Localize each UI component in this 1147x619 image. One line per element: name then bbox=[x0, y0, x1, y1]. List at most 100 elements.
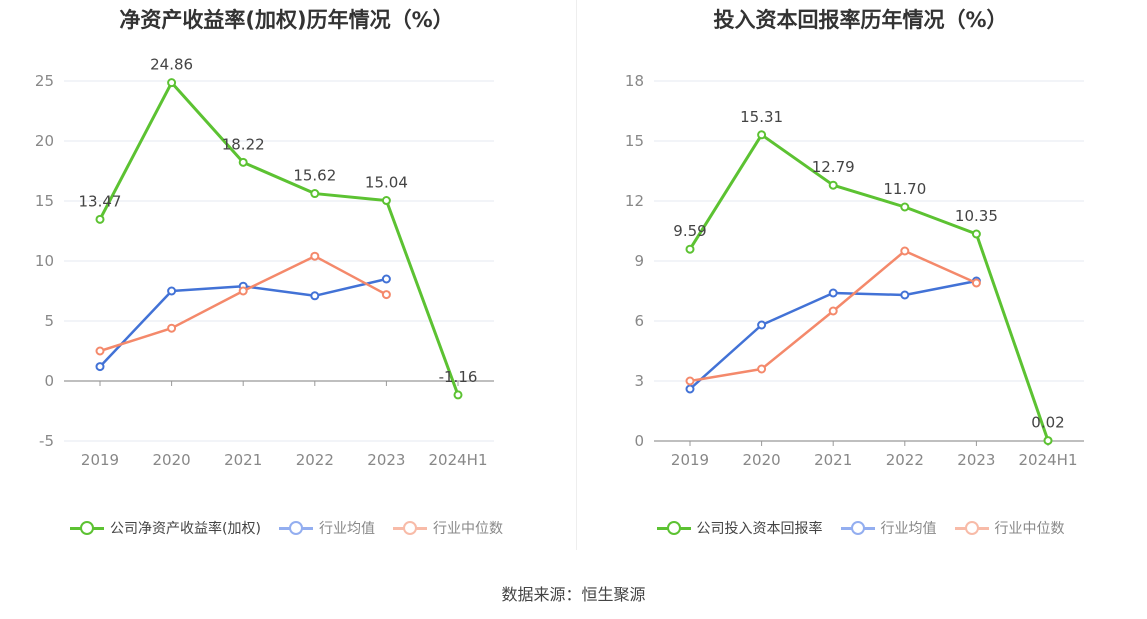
legend-line-icon bbox=[954, 521, 989, 535]
legend-item-company-roe[interactable]: 公司净资产收益率(加权) bbox=[70, 518, 261, 538]
data-label: 11.70 bbox=[883, 180, 926, 198]
roe-chart-title: 净资产收益率(加权)历年情况（%） bbox=[119, 8, 454, 32]
data-label: 15.04 bbox=[365, 174, 408, 192]
y-tick-label: 0 bbox=[44, 372, 54, 390]
data-point bbox=[310, 291, 320, 301]
data-label: 24.86 bbox=[150, 56, 193, 74]
data-point bbox=[828, 288, 838, 298]
legend-label: 行业中位数 bbox=[432, 521, 503, 537]
data-label: 15.31 bbox=[740, 108, 783, 126]
legend-item-industry-median[interactable]: 行业中位数 bbox=[954, 518, 1065, 538]
legend-label: 行业中位数 bbox=[994, 521, 1065, 537]
y-tick-label: 5 bbox=[44, 312, 54, 330]
y-tick-label: 9 bbox=[634, 252, 644, 270]
series-line bbox=[688, 133, 1050, 442]
legend-line-icon bbox=[70, 521, 105, 535]
data-point bbox=[238, 286, 248, 296]
data-point bbox=[95, 346, 105, 356]
x-tick-label: 2019 bbox=[671, 451, 709, 469]
data-point bbox=[1043, 436, 1053, 446]
series-line bbox=[98, 81, 460, 396]
data-point bbox=[900, 290, 910, 300]
data-point bbox=[685, 384, 695, 394]
y-tick-label: 0 bbox=[634, 432, 644, 450]
roic-chart-title: 投入资本回报率历年情况（%） bbox=[713, 8, 1008, 32]
data-point bbox=[828, 306, 838, 316]
data-point bbox=[971, 278, 981, 288]
data-point bbox=[453, 390, 463, 400]
data-point bbox=[685, 244, 695, 254]
x-tick-label: 2023 bbox=[367, 451, 405, 469]
y-tick-label: 15 bbox=[35, 192, 54, 210]
data-point bbox=[167, 286, 177, 296]
panel-divider bbox=[576, 0, 577, 550]
x-tick-label: 2022 bbox=[296, 451, 334, 469]
legend-item-industry-median[interactable]: 行业中位数 bbox=[392, 518, 503, 538]
roe-chart-panel: 净资产收益率(加权)历年情况（%） -5 0 5 10 15 20 25 2019 2020 20… bbox=[0, 0, 573, 560]
roic-chart-legend: 公司投入资本回报率 行业均值 行业中位数 bbox=[574, 518, 1147, 538]
roic-chart-plot: 0 3 6 9 12 15 18 2019 2020 2021 2022 2023 2024H1 9.59… bbox=[625, 72, 1084, 469]
legend-line-icon bbox=[392, 521, 427, 535]
x-tick-label: 2020 bbox=[743, 451, 781, 469]
x-tick-label: 2020 bbox=[153, 451, 191, 469]
data-label: 0.02 bbox=[1031, 414, 1064, 432]
y-tick-label: 6 bbox=[634, 312, 644, 330]
legend-label: 行业均值 bbox=[880, 521, 937, 537]
y-tick-label: 10 bbox=[35, 252, 54, 270]
x-tick-label: 2019 bbox=[81, 451, 119, 469]
legend-line-icon bbox=[278, 521, 313, 535]
x-tick-label: 2022 bbox=[886, 451, 924, 469]
roic-chart-panel: 投入资本回报率历年情况（%） 0 3 6 9 12 15 18 2019 2020 2021 202… bbox=[574, 0, 1147, 560]
data-point bbox=[238, 157, 248, 167]
legend-line-icon bbox=[840, 521, 875, 535]
data-point bbox=[757, 364, 767, 374]
data-point bbox=[828, 180, 838, 190]
data-point bbox=[167, 78, 177, 88]
data-point bbox=[381, 290, 391, 300]
data-source-note: 数据来源：恒生聚源 bbox=[501, 585, 646, 604]
data-point bbox=[757, 320, 767, 330]
roe-chart-plot: -5 0 5 10 15 20 25 2019 2020 2021 2022 2023 2024H1 13… bbox=[35, 56, 494, 469]
data-point bbox=[381, 274, 391, 284]
data-point bbox=[381, 196, 391, 206]
y-tick-label: 18 bbox=[625, 72, 644, 90]
data-point bbox=[310, 251, 320, 261]
data-label: 10.35 bbox=[955, 207, 998, 225]
legend-item-industry-mean[interactable]: 行业均值 bbox=[840, 518, 937, 538]
legend-line-icon bbox=[656, 521, 691, 535]
y-tick-label: 25 bbox=[35, 72, 54, 90]
data-point bbox=[971, 229, 981, 239]
x-tick-label: 2024H1 bbox=[1019, 451, 1078, 469]
data-label: 15.62 bbox=[293, 167, 336, 185]
y-tick-label: -5 bbox=[39, 432, 54, 450]
data-point bbox=[685, 376, 695, 386]
data-label: 13.47 bbox=[79, 192, 122, 210]
data-point bbox=[310, 189, 320, 199]
x-tick-label: 2024H1 bbox=[429, 451, 488, 469]
series-line bbox=[99, 254, 387, 353]
series-line bbox=[689, 249, 977, 383]
data-label: 12.79 bbox=[812, 158, 855, 176]
y-tick-label: 20 bbox=[35, 132, 54, 150]
data-label: 18.22 bbox=[222, 135, 265, 153]
data-point bbox=[900, 202, 910, 212]
data-point bbox=[167, 323, 177, 333]
x-tick-label: 2021 bbox=[224, 451, 262, 469]
x-tick-label: 2023 bbox=[957, 451, 995, 469]
legend-label: 公司投入资本回报率 bbox=[696, 521, 823, 537]
data-point bbox=[900, 246, 910, 256]
legend-item-company-roic[interactable]: 公司投入资本回报率 bbox=[656, 518, 823, 538]
x-tick-label: 2021 bbox=[814, 451, 852, 469]
legend-label: 公司净资产收益率(加权) bbox=[110, 521, 261, 537]
legend-label: 行业均值 bbox=[318, 521, 375, 537]
data-point bbox=[757, 130, 767, 140]
y-tick-label: 3 bbox=[634, 372, 644, 390]
y-tick-label: 12 bbox=[625, 192, 644, 210]
data-label: -1.16 bbox=[439, 368, 478, 386]
data-point bbox=[95, 214, 105, 224]
data-point bbox=[95, 362, 105, 372]
roe-chart-legend: 公司净资产收益率(加权) 行业均值 行业中位数 bbox=[0, 518, 573, 538]
y-tick-label: 15 bbox=[625, 132, 644, 150]
legend-item-industry-mean[interactable]: 行业均值 bbox=[278, 518, 375, 538]
data-label: 9.59 bbox=[673, 222, 706, 240]
